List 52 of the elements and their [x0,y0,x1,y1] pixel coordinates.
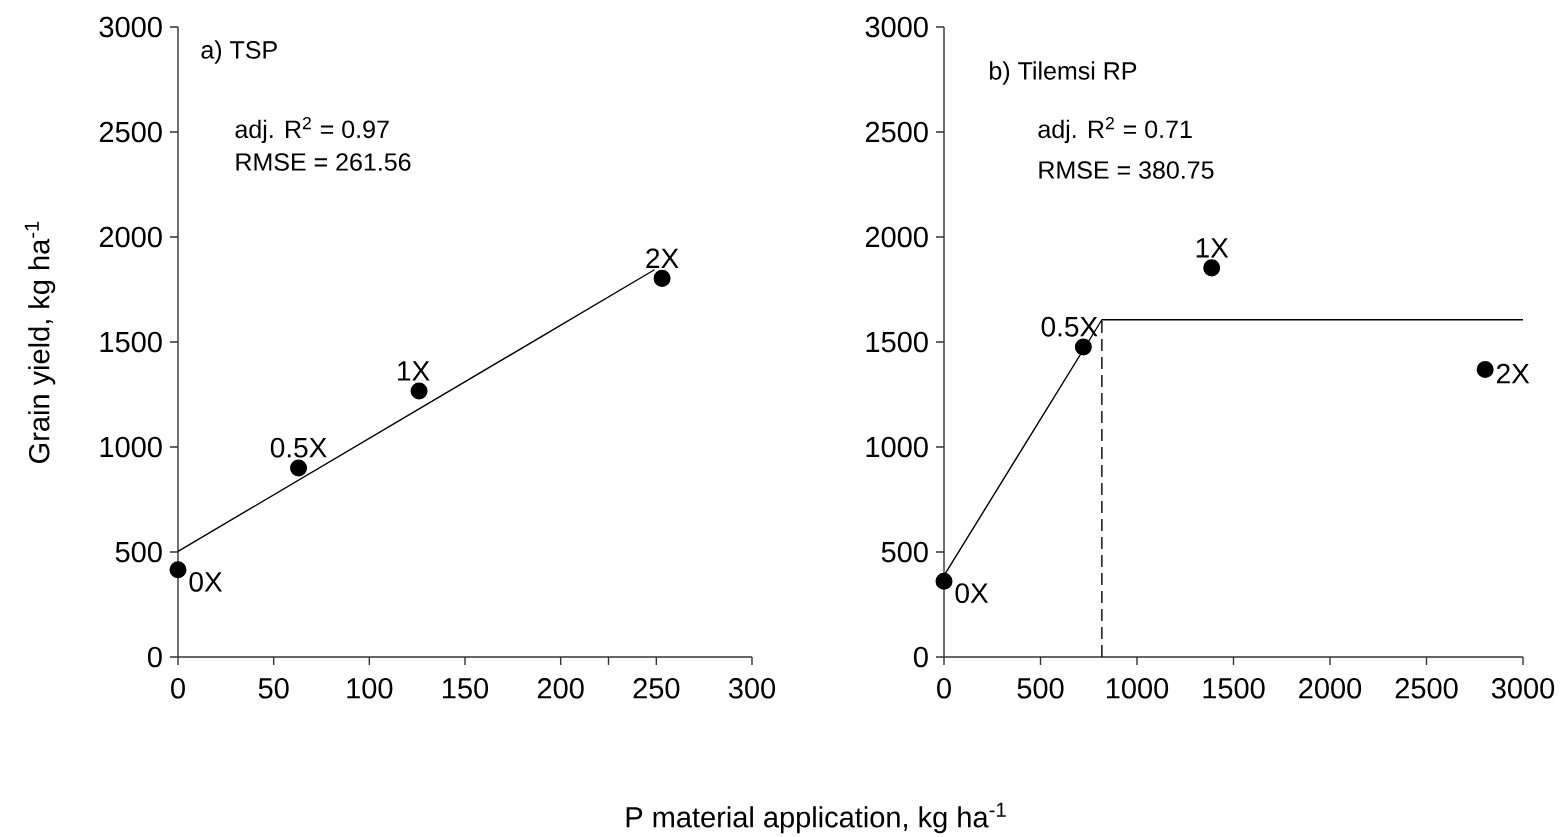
y-tick-label: 3000 [99,16,162,38]
annotation: 0X [955,583,989,604]
annotation: a) TSP [201,40,277,64]
point [410,382,428,400]
annotation: RMSE = 261.56 [236,153,411,171]
annotation: 2X [1496,363,1530,384]
y-tick-label: 0 [913,646,928,668]
y-tick-label: 500 [115,541,162,563]
point [169,561,187,579]
x-tick-label: 0 [937,678,951,699]
annotation: b) Tilemsi RP [990,61,1137,85]
x-tick-label: 250 [633,678,680,699]
y-tick-label: 2000 [99,226,162,248]
x-tick-label: 0 [171,678,185,699]
annotation: 0.5X [270,437,327,458]
point [1203,259,1221,277]
point [653,269,671,287]
annotation: 1X [398,361,430,381]
point [1074,338,1092,356]
x-tick-label: 300 [728,678,776,699]
point [1476,361,1494,379]
y-tick-label: 1000 [866,436,928,458]
y-tick-label: 1500 [866,331,928,353]
x-tick-label: 2000 [1299,678,1362,699]
point [290,459,308,477]
y-tick-label: 2000 [865,226,928,248]
annotation: 1X [1196,238,1229,258]
x-tick-label: 2500 [1395,678,1458,699]
y-tick-label: 500 [881,541,928,563]
annotation: 2X [646,248,679,268]
x-tick-label: 1000 [1106,678,1169,699]
point [935,572,953,590]
x-tick-label: 200 [537,678,584,699]
annotation: 0X [189,571,223,592]
annotation: 0.5X [1041,316,1098,337]
y-tick-label: 1500 [100,331,162,353]
x-tick-label: 3000 [1491,678,1555,699]
x-axis-title: P material application, kg ha$^{-1}$ [626,802,1006,834]
y-tick-label: 1000 [100,436,162,458]
y-axis-title: Grain yield, kg ha$^{-1}$ [24,221,56,463]
y-tick-label: 2500 [865,121,928,143]
x-tick-label: 1500 [1203,678,1265,699]
annotation: adj. R$^{2}$ = 0.71 [1038,116,1192,144]
x-tick-label: 150 [443,678,489,699]
annotation: RMSE = 380.75 [1039,161,1214,179]
y-tick-label: 0 [147,646,162,668]
y-tick-label: 3000 [865,16,928,38]
annotation: adj. R$^{2}$ = 0.97 [235,116,389,144]
x-tick-label: 100 [347,678,393,699]
x-tick-label: 500 [1017,678,1064,699]
y-tick-label: 2500 [99,121,162,143]
x-tick-label: 50 [258,678,289,699]
